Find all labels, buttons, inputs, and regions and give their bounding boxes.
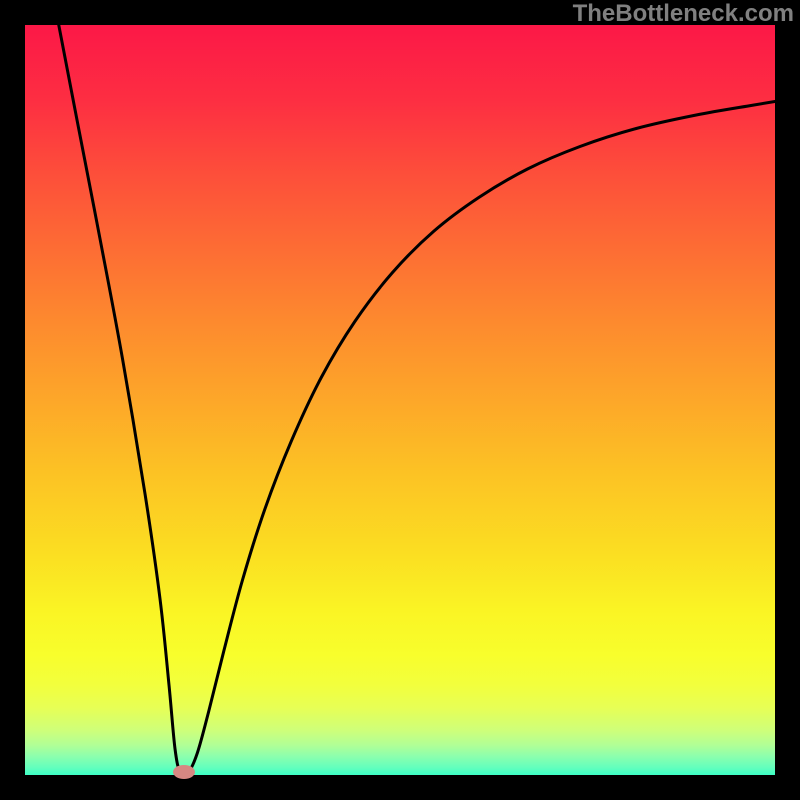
optimal-point-marker <box>173 765 195 779</box>
bottleneck-chart <box>0 0 800 800</box>
plot-background <box>25 25 775 775</box>
watermark-text: TheBottleneck.com <box>573 0 794 28</box>
chart-container: TheBottleneck.com <box>0 0 800 800</box>
